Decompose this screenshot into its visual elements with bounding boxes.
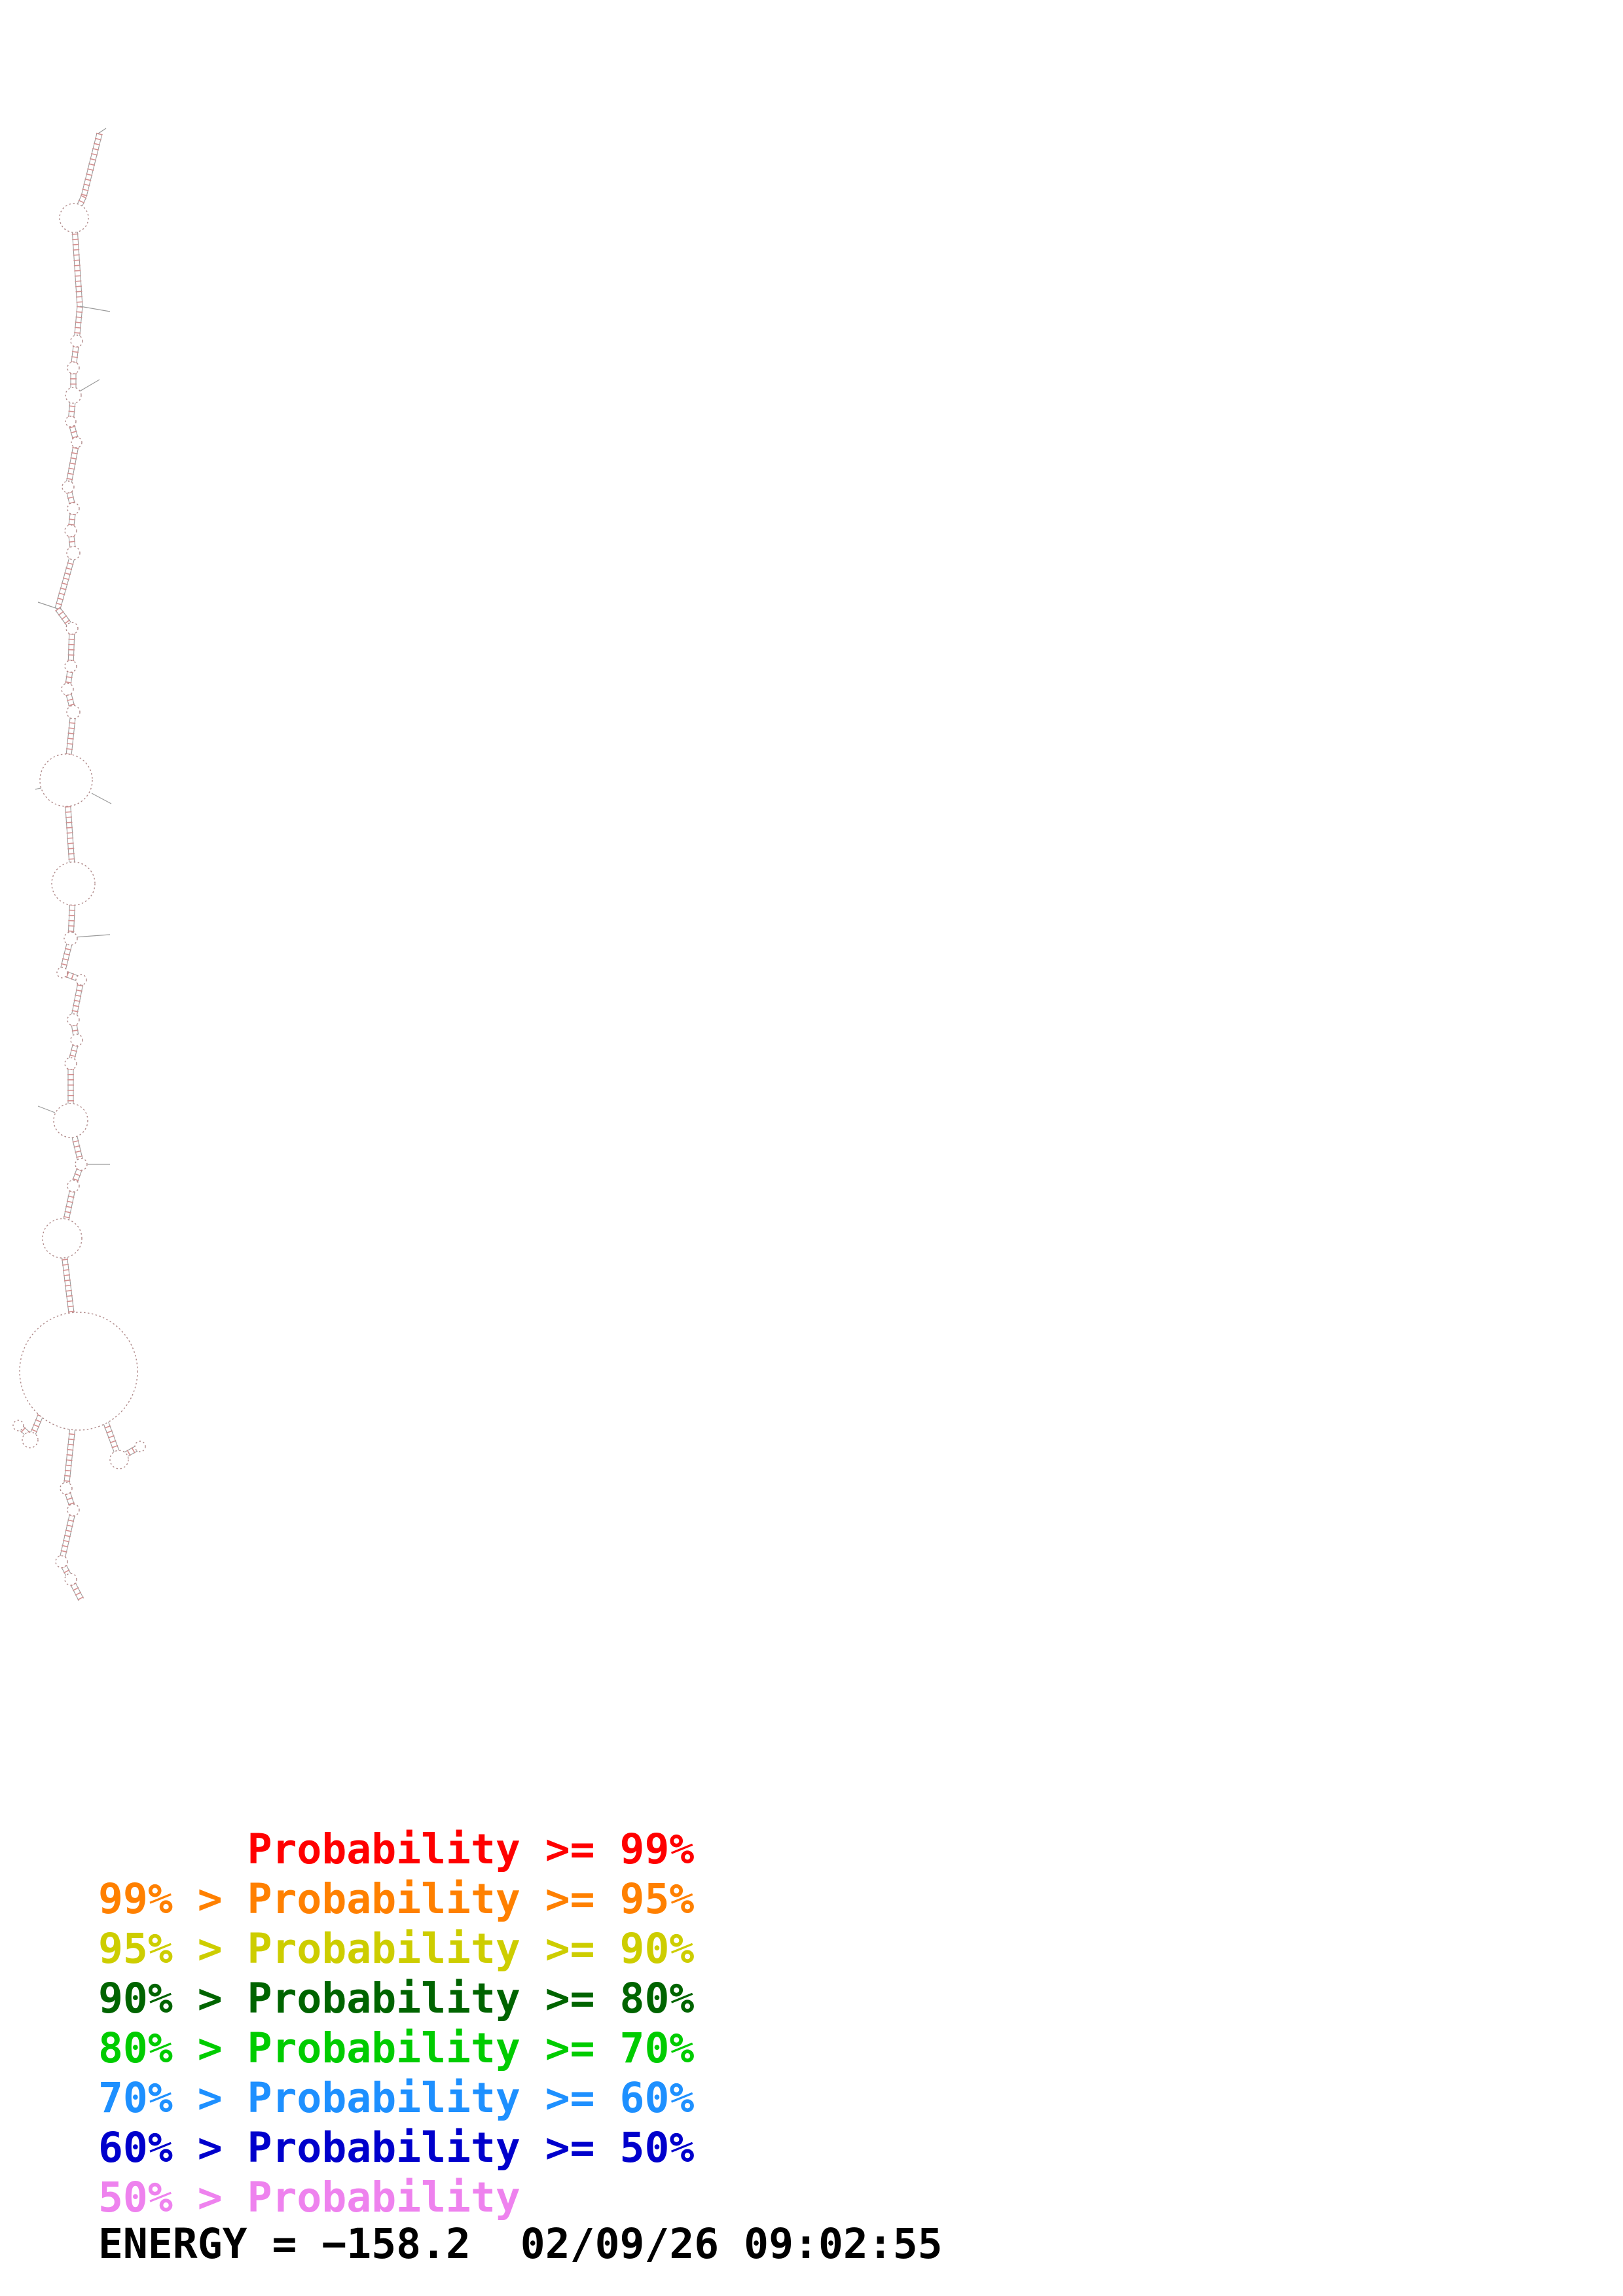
legend-item: 50% > Probability: [98, 2174, 520, 2221]
legend-item: 80% > Probability >= 70%: [98, 2024, 695, 2072]
legend-item: 60% > Probability >= 50%: [98, 2124, 695, 2172]
legend-item: 90% > Probability >= 80%: [98, 1975, 695, 2022]
legend-item: 70% > Probability >= 60%: [98, 2074, 695, 2122]
energy-readout: ENERGY = −158.2 02/09/26 09:02:55: [98, 2220, 943, 2268]
probability-legend: Probability >= 99% 99% > Probability >= 9…: [98, 1825, 694, 2223]
legend-item: 95% > Probability >= 90%: [98, 1925, 695, 1973]
legend-item: Probability >= 99%: [98, 1825, 695, 1873]
legend-item: 99% > Probability >= 95%: [98, 1875, 695, 1923]
